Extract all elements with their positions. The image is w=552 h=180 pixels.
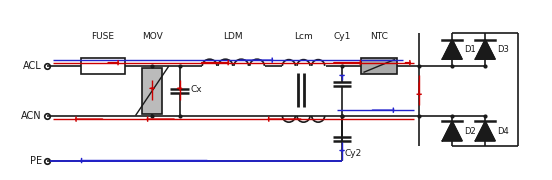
Text: D4: D4 — [497, 127, 509, 136]
Text: D1: D1 — [464, 45, 476, 54]
Polygon shape — [475, 121, 495, 141]
Text: D2: D2 — [464, 127, 476, 136]
Text: Lcm: Lcm — [294, 32, 313, 41]
Text: FUSE: FUSE — [91, 32, 114, 41]
Text: ACL: ACL — [23, 61, 42, 71]
Bar — [142, 68, 162, 114]
Text: Cy1: Cy1 — [333, 32, 351, 41]
Text: MOV: MOV — [142, 32, 162, 41]
Text: ACN: ACN — [22, 111, 42, 121]
Bar — [362, 58, 397, 74]
Bar — [81, 58, 125, 74]
Polygon shape — [475, 40, 495, 59]
Text: LDM: LDM — [224, 32, 243, 41]
Polygon shape — [442, 40, 462, 59]
Text: Cy2: Cy2 — [344, 149, 362, 158]
Text: Cx: Cx — [190, 85, 202, 94]
Text: D3: D3 — [497, 45, 509, 54]
Polygon shape — [442, 121, 462, 141]
Text: PE: PE — [30, 156, 42, 166]
Text: NTC: NTC — [370, 32, 388, 41]
